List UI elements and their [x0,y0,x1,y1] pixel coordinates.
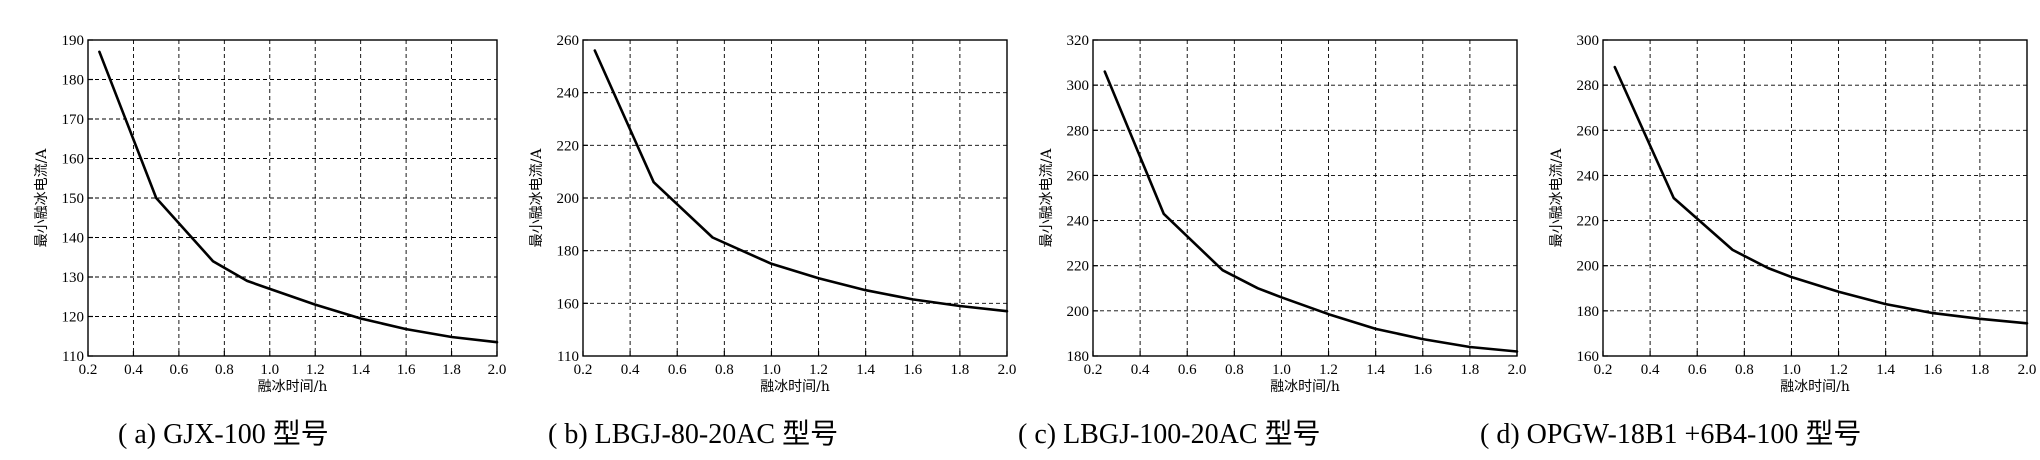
chart-panel-d: 0.2 0.4 0.6 0.8 1.0 1.2 1.4 1.6 1.8 2.0 160 180 200 2… [1530,0,2040,460]
x-tick-label: 0.4 [124,362,143,378]
x-tick-label: 2.0 [998,362,1017,378]
y-tick-label: 200 [1067,304,1090,320]
x-tick-label: 1.6 [1413,362,1432,378]
chart-panel-a: 0.2 0.4 0.6 0.8 1.0 1.2 1.4 1.6 1.8 2.0 110 120 130 1… [0,0,510,460]
x-tick-label: 0.6 [1688,362,1707,378]
x-tick-label: 1.0 [1272,362,1291,378]
y-tick-label: 180 [1067,349,1090,365]
x-tick-label: 0.2 [574,362,593,378]
x-tick-label: 0.4 [1641,362,1660,378]
chart-caption-d: ( d) OPGW-18B1 +6B4-100 型号 [1480,419,1862,450]
x-tick-label: 0.8 [1735,362,1754,378]
x-tick-label: 1.8 [442,362,461,378]
y-tick-label: 220 [1577,214,1600,230]
y-axis-label: 最小融冰电流/A [529,148,545,248]
x-axis-label: 融冰时间/h [1270,379,1340,395]
y-tick-label: 240 [1577,168,1600,184]
x-axis-label: 融冰时间/h [760,379,830,395]
x-tick-label: 0.6 [1178,362,1197,378]
chart-panel-c: 0.2 0.4 0.6 0.8 1.0 1.2 1.4 1.6 1.8 2.0 180 200 220 2… [1020,0,1530,460]
chart-caption-c: ( c) LBGJ-100-20AC 型号 [1018,419,1321,450]
x-tick-label: 0.6 [170,362,189,378]
x-tick-label: 0.2 [79,362,98,378]
x-tick-label: 1.2 [306,362,325,378]
x-tick-label: 0.2 [1084,362,1103,378]
y-tick-label: 320 [1067,33,1090,49]
y-tick-label: 280 [1067,123,1090,139]
y-tick-label: 120 [62,310,85,326]
y-tick-label: 190 [62,33,85,49]
y-tick-label: 300 [1577,33,1600,49]
y-tick-label: 180 [557,244,580,260]
x-tick-label: 1.6 [397,362,416,378]
y-tick-label: 170 [62,112,85,128]
y-tick-label: 260 [557,33,580,49]
x-axis-label: 融冰时间/h [258,379,328,395]
x-tick-label: 1.4 [856,362,875,378]
y-tick-label: 200 [1577,259,1600,275]
x-tick-label: 2.0 [2018,362,2037,378]
x-tick-label: 2.0 [488,362,507,378]
y-tick-label: 220 [1067,259,1090,275]
y-tick-label: 160 [557,296,580,312]
x-tick-label: 0.8 [715,362,734,378]
y-axis-label: 最小融冰电流/A [34,148,50,248]
chart-panel-b: 0.2 0.4 0.6 0.8 1.0 1.2 1.4 1.6 1.8 2.0 160 180 200 2… [510,0,1020,460]
x-tick-label: 1.0 [260,362,279,378]
y-tick-label: 280 [1577,78,1600,94]
x-axis-label: 融冰时间/h [1780,379,1850,395]
series-line-c [1103,70,1519,353]
x-tick-label: 1.4 [1876,362,1895,378]
x-tick-label: 1.8 [951,362,970,378]
y-tick-label: 300 [1067,78,1090,94]
x-tick-label: 1.6 [1923,362,1942,378]
plot-frame-d [1602,39,2028,357]
x-tick-label: 0.2 [1594,362,1613,378]
y-tick-label: 160 [62,152,85,168]
y-tick-label: 220 [557,138,580,154]
y-tick-label: 180 [62,73,85,89]
x-tick-label: 0.8 [215,362,234,378]
x-tick-label: 0.8 [1225,362,1244,378]
x-tick-label: 1.6 [903,362,922,378]
y-tick-label: 240 [557,86,580,102]
x-tick-label: 1.2 [1319,362,1338,378]
y-tick-label-bottom: 110 [557,349,579,365]
x-tick-label: 1.8 [1461,362,1480,378]
x-tick-label: 1.0 [1782,362,1801,378]
y-tick-label: 180 [1577,304,1600,320]
x-tick-label: 1.4 [351,362,370,378]
y-tick-label: 110 [62,349,84,365]
series-line-a [98,50,499,344]
x-tick-label: 0.6 [668,362,687,378]
x-tick-label: 1.0 [762,362,781,378]
x-tick-label: 1.8 [1971,362,1990,378]
series-line-d [1613,65,2029,325]
y-axis-label: 最小融冰电流/A [1549,148,1565,248]
y-tick-label: 200 [557,191,580,207]
plot-frame-c [1092,39,1518,357]
x-tick-label: 0.4 [1131,362,1150,378]
series-line-b [593,49,1009,313]
chart-a-svg: 0.2 0.4 0.6 0.8 1.0 1.2 1.4 1.6 1.8 2.0 110 120 130 1… [34,33,507,395]
chart-caption-b: ( b) LBGJ-80-20AC 型号 [548,419,839,450]
y-tick-label: 260 [1067,168,1090,184]
chart-d-svg: 0.2 0.4 0.6 0.8 1.0 1.2 1.4 1.6 1.8 2.0 160 180 200 2… [1549,33,2037,395]
y-axis-label: 最小融冰电流/A [1039,148,1055,248]
y-tick-label: 260 [1577,123,1600,139]
x-tick-label: 1.2 [809,362,828,378]
x-tick-label: 0.4 [621,362,640,378]
y-tick-label: 130 [62,270,85,286]
chart-caption-a: ( a) GJX-100 型号 [118,419,329,450]
chart-b-svg: 0.2 0.4 0.6 0.8 1.0 1.2 1.4 1.6 1.8 2.0 160 180 200 2… [529,33,1017,395]
y-tick-label: 160 [1577,349,1600,365]
x-tick-label: 1.2 [1829,362,1848,378]
y-tick-label: 150 [62,191,85,207]
y-tick-label: 240 [1067,214,1090,230]
x-tick-label: 2.0 [1508,362,1527,378]
y-tick-label: 140 [62,231,85,247]
x-tick-label: 1.4 [1366,362,1385,378]
chart-c-svg: 0.2 0.4 0.6 0.8 1.0 1.2 1.4 1.6 1.8 2.0 180 200 220 2… [1039,33,1527,395]
